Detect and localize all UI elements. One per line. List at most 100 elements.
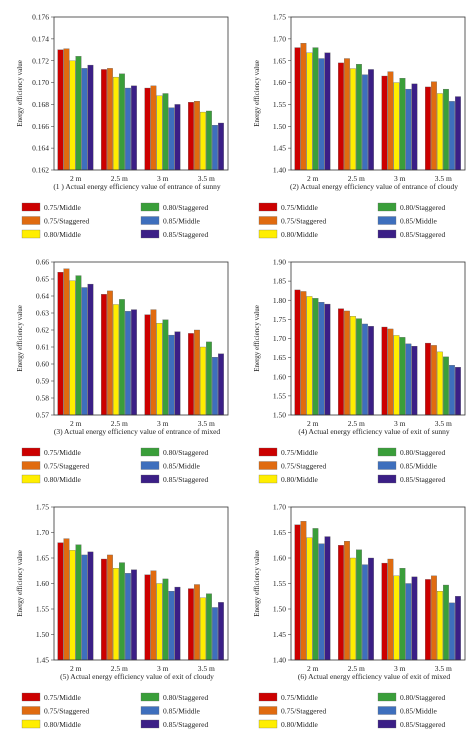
legend-label: 0.85/Middle xyxy=(400,217,438,226)
bar xyxy=(306,296,313,416)
legend-swatch xyxy=(140,719,160,729)
chart-caption: (6) Actual energy efficiency value of ex… xyxy=(298,672,450,681)
legend-swatch xyxy=(258,447,278,457)
bar xyxy=(387,71,394,171)
plot-frame xyxy=(290,261,466,416)
bar xyxy=(212,125,218,171)
y-tick-label: 0.162 xyxy=(32,166,49,175)
bar xyxy=(399,78,406,171)
y-tick-label: 1.65 xyxy=(273,528,286,537)
bar xyxy=(75,544,82,661)
legend-swatch xyxy=(377,461,397,470)
bar xyxy=(338,62,344,171)
legend-label: 0.75/Staggered xyxy=(281,217,326,226)
bar xyxy=(69,60,76,171)
bar xyxy=(119,73,125,171)
bar xyxy=(156,583,163,661)
y-tick-label: 0.174 xyxy=(32,34,49,43)
y-tick-label: 1.50 xyxy=(273,122,286,131)
bar xyxy=(125,311,131,416)
bar xyxy=(294,47,301,171)
legend-label: 0.75/Middle xyxy=(44,448,82,457)
legend-swatch xyxy=(140,229,160,239)
bar xyxy=(168,334,175,416)
bar xyxy=(200,111,206,171)
bar xyxy=(399,568,406,661)
x-tick-label: 3 m xyxy=(394,664,406,673)
legend-swatch xyxy=(140,461,160,470)
chart-panel-5: 1.45 1.50 1.55 1.60 1.65 1.70 1.75 Energy effic… xyxy=(0,490,237,735)
bar xyxy=(188,588,194,661)
bar xyxy=(101,294,107,416)
y-tick-label: 0.172 xyxy=(32,56,49,65)
x-tick-label: 2 m xyxy=(70,419,82,428)
legend-swatch xyxy=(21,447,41,457)
legend-label: 0.80/Middle xyxy=(281,475,319,484)
y-axis-label: Energy efficiency value xyxy=(253,550,261,617)
bar xyxy=(162,578,169,661)
y-tick-label: 1.55 xyxy=(36,605,49,614)
bar xyxy=(362,564,368,661)
y-tick-label: 0.57 xyxy=(36,411,49,420)
bar xyxy=(324,303,331,416)
bar xyxy=(324,536,331,661)
bar xyxy=(356,549,362,661)
legend-swatch xyxy=(21,461,41,470)
y-tick-label: 0.61 xyxy=(36,343,49,352)
bar xyxy=(306,537,313,661)
y-tick-label: 1.40 xyxy=(273,656,286,665)
chart-1-svg: 0.162 0.164 0.166 0.168 0.170 0.172 0.174 0.176… xyxy=(16,13,229,239)
bar xyxy=(318,302,325,416)
y-tick-label: 1.70 xyxy=(273,34,286,43)
bar xyxy=(194,584,200,661)
bar xyxy=(174,331,181,416)
legend-label: 0.75/Staggered xyxy=(281,462,326,471)
y-tick-label: 1.50 xyxy=(273,605,286,614)
y-tick-label: 1.45 xyxy=(36,656,49,665)
plot-frame xyxy=(53,506,229,661)
bar xyxy=(131,569,137,661)
x-tick-label: 3.5 m xyxy=(435,664,452,673)
x-tick-label: 2 m xyxy=(70,174,82,183)
bar xyxy=(300,521,307,661)
legend-label: 0.85/Middle xyxy=(400,462,438,471)
chart-2-svg: 1.40 1.45 1.50 1.55 1.60 1.65 1.70 1.75 Energy e… xyxy=(253,13,466,239)
x-tick-label: 3 m xyxy=(157,419,169,428)
bar xyxy=(356,318,362,416)
bar xyxy=(411,83,418,171)
y-tick-label: 0.62 xyxy=(36,326,49,335)
bar xyxy=(381,562,388,661)
y-tick-label: 0.170 xyxy=(32,78,49,87)
legend-swatch xyxy=(258,692,278,702)
bar xyxy=(431,345,437,416)
bar xyxy=(350,68,356,171)
legend-swatch xyxy=(258,229,278,239)
bar xyxy=(150,570,157,661)
y-tick-label: 0.66 xyxy=(36,258,49,267)
x-tick-label: 3.5 m xyxy=(435,419,452,428)
y-tick-label: 1.60 xyxy=(273,78,286,87)
bar xyxy=(218,122,224,171)
x-tick-label: 3 m xyxy=(157,664,169,673)
y-tick-label: 1.90 xyxy=(273,258,286,267)
bar xyxy=(87,283,94,416)
x-tick-label: 2.5 m xyxy=(348,174,365,183)
x-tick-label: 3.5 m xyxy=(435,174,452,183)
bar xyxy=(162,93,169,171)
legend-swatch xyxy=(258,474,278,484)
bar xyxy=(368,69,374,171)
bar xyxy=(107,290,113,416)
bar xyxy=(174,104,181,171)
y-tick-label: 1.40 xyxy=(273,166,286,175)
legend-label: 0.75/Middle xyxy=(281,693,319,702)
bar xyxy=(119,299,125,416)
chart-6-svg: 1.40 1.45 1.50 1.55 1.60 1.65 1.70 Energy effic… xyxy=(253,503,466,729)
bar xyxy=(194,101,200,171)
bar xyxy=(455,596,461,661)
legend-label: 0.85/Staggered xyxy=(400,475,445,484)
legend-label: 0.80/Staggered xyxy=(163,448,208,457)
y-axis-label: Energy efficiency value xyxy=(16,60,24,127)
x-tick-label: 2.5 m xyxy=(111,664,128,673)
bar xyxy=(455,96,461,171)
bar xyxy=(131,309,137,416)
